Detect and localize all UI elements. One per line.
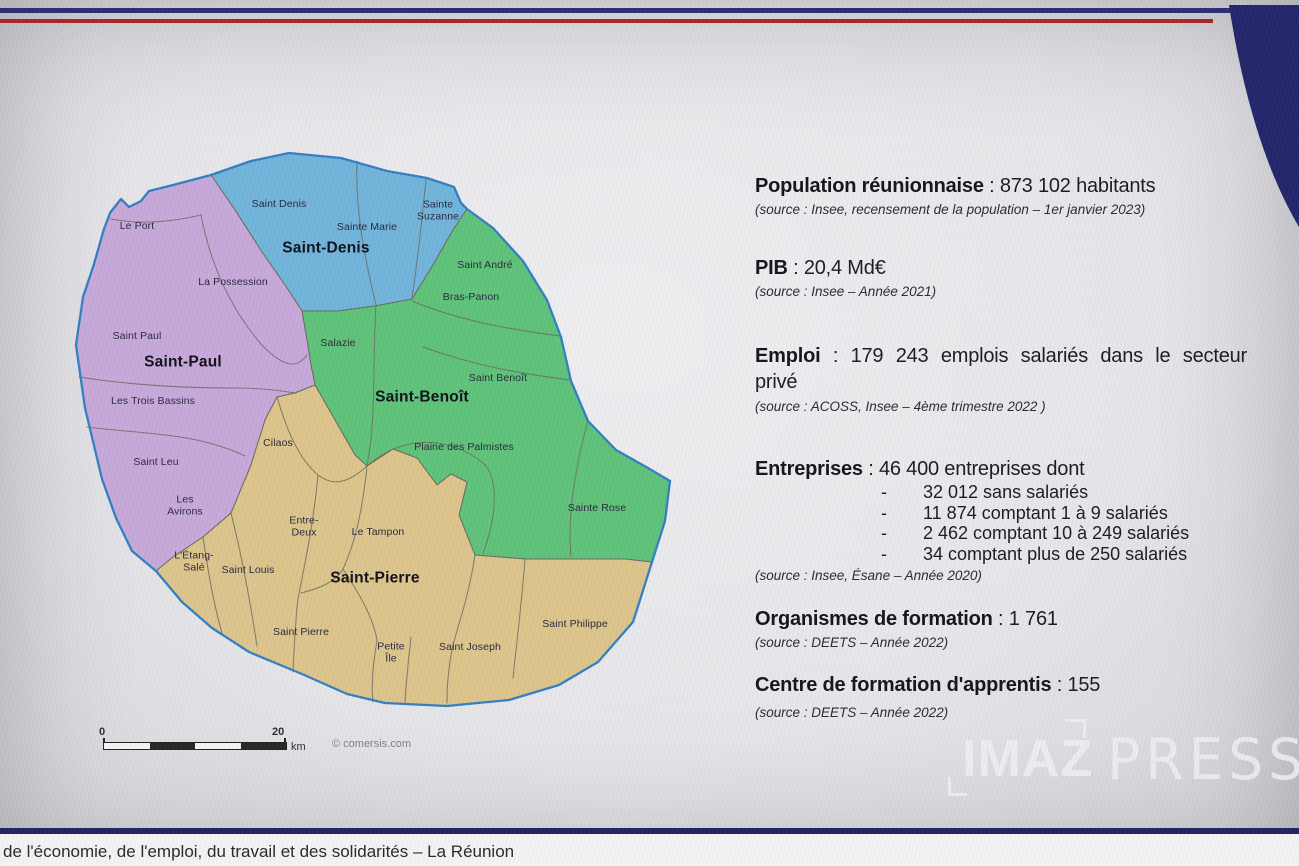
stat-pib-label: PIB <box>755 257 788 279</box>
stat-entreprises-item: -2 462 comptant 10 à 249 salariés <box>881 523 1190 543</box>
scalebar-seg <box>195 743 241 749</box>
stat-pib-heading: PIB : 20,4 Md€ <box>755 257 886 279</box>
stat-cfa: Centre de formation d'apprentis : 155 (s… <box>755 673 1260 720</box>
stat-organismes-source: (source : DEETS – Année 2022) <box>755 635 949 650</box>
stat-population: Population réunionnaise : 873 102 habita… <box>755 174 1260 217</box>
stat-organismes-heading: Organismes de formation : 1 761 <box>755 608 1058 630</box>
watermark-bracket-top-right <box>1065 719 1086 738</box>
map-label-sainte-suzanne: Sainte Suzanne <box>416 198 460 222</box>
stat-emploi-heading: Emploi : 179 243 emplois salariés dans l… <box>755 345 1247 393</box>
scalebar-unit: km <box>291 741 306 753</box>
stat-entreprises-heading: Entreprises : 46 400 entreprises dont <box>755 458 1085 480</box>
map-label-bras-panon: Bras-Panon <box>442 291 500 304</box>
map-label-le-tampon: Le Tampon <box>351 526 405 539</box>
footer-navy-rule <box>0 828 1299 834</box>
stat-pib-value: 20,4 Md€ <box>803 257 886 279</box>
footer-caption: de l'économie, de l'emploi, du travail e… <box>3 842 515 861</box>
commune-borders <box>78 160 589 704</box>
stat-organismes-value: 1 761 <box>1008 608 1058 630</box>
stat-population-label: Population réunionnaise <box>755 175 984 197</box>
stat-cfa-label: Centre de formation d'apprentis <box>755 674 1052 696</box>
stat-entreprises-value: 46 400 entreprises dont <box>878 458 1085 480</box>
scalebar <box>103 742 287 750</box>
map-label-arrondissement-saint-benoit: Saint-Benoît <box>375 388 469 406</box>
stat-entreprises-label: Entreprises <box>755 458 863 480</box>
map-label-entre-deux: Entre-Deux <box>289 514 319 538</box>
footer-strip <box>0 834 1299 866</box>
stat-pib-source: (source : Insee – Année 2021) <box>755 284 937 299</box>
map-label-saint-joseph: Saint Joseph <box>439 641 501 654</box>
stat-cfa-value: 155 <box>1067 674 1101 696</box>
map-label-saint-paul: Saint Paul <box>112 330 162 343</box>
stat-emploi-label: Emploi <box>755 345 821 367</box>
stat-emploi-source: (source : ACOSS, Insee – 4ème trimestre … <box>755 399 1046 414</box>
corner-swoosh-shape <box>1229 5 1299 227</box>
map-credit: © comersis.com <box>332 738 412 750</box>
stat-pib: PIB : 20,4 Md€ (source : Insee – Année 2… <box>755 256 1260 299</box>
map-label-arrondissement-saint-pierre: Saint-Pierre <box>330 569 420 587</box>
scalebar-seg <box>149 743 195 749</box>
stat-entreprises-item: -32 012 sans salariés <box>881 482 1089 502</box>
stat-entreprises: Entreprises : 46 400 entreprises dont -3… <box>755 457 1260 583</box>
map-label-les-avirons: Les Avirons <box>167 493 203 517</box>
map-label-arrondissement-saint-denis: Saint-Denis <box>282 239 370 257</box>
scalebar-seg <box>104 743 150 749</box>
stat-population-heading: Population réunionnaise : 873 102 habita… <box>755 175 1156 197</box>
stat-emploi: Emploi : 179 243 emplois salariés dans l… <box>755 343 1260 414</box>
island-coastline <box>74 151 672 708</box>
stat-population-value: 873 102 habitants <box>999 175 1156 197</box>
scalebar-seg <box>240 743 286 749</box>
map-label-saint-benoit: Saint Benoît <box>468 372 528 385</box>
watermark-bracket-bottom-left <box>948 777 967 796</box>
map-label-saint-louis: Saint Louis <box>221 564 275 577</box>
map-label-saint-denis: Saint Denis <box>251 198 307 211</box>
map-label-les-trois-bassins: Les Trois Bassins <box>111 395 195 408</box>
watermark-imaz: IMAZ <box>962 730 1094 788</box>
watermark-press: PRESS <box>1107 725 1299 793</box>
corner-swoosh <box>1229 5 1299 227</box>
stat-entreprises-item: -34 comptant plus de 250 salariés <box>881 543 1188 564</box>
scalebar-twenty: 20 <box>272 726 285 738</box>
stat-emploi-value: 179 243 emplois salariés dans le secteur… <box>755 345 1247 393</box>
stat-entreprises-items: -32 012 sans salariés -11 874 comptant 1… <box>755 482 1260 564</box>
map-label-plaine-des-palmistes: Plaine des Palmistes <box>414 441 514 454</box>
map-label-sainte-rose: Sainte Rose <box>567 502 627 515</box>
scalebar-zero: 0 <box>99 726 106 738</box>
map-label-saint-philippe: Saint Philippe <box>542 618 608 631</box>
map-label-sainte-marie: Sainte Marie <box>336 221 398 234</box>
stat-population-source: (source : Insee, recensement de la popul… <box>755 202 1146 217</box>
map-label-salazie: Salazie <box>320 337 356 350</box>
map-label-la-possession: La Possession <box>198 276 268 289</box>
map-label-cilaos: Cilaos <box>263 437 293 450</box>
map-label-le-port: Le Port <box>119 220 155 233</box>
top-blue-rule <box>0 8 1299 13</box>
map-label-saint-pierre-commune: Saint Pierre <box>272 626 330 639</box>
stat-cfa-source: (source : DEETS – Année 2022) <box>755 705 949 720</box>
stat-organismes: Organismes de formation : 1 761 (source … <box>755 607 1260 650</box>
reunion-map: Le Port La Possession Saint Denis Sainte… <box>55 125 695 745</box>
stat-entreprises-item: -11 874 comptant 1 à 9 salariés <box>881 502 1168 523</box>
map-label-saint-leu: Saint Leu <box>133 456 179 469</box>
top-red-rule <box>0 19 1213 23</box>
stat-cfa-heading: Centre de formation d'apprentis : 155 <box>755 674 1101 696</box>
map-label-etang-sale: L'Étang-Salé <box>174 549 214 573</box>
imaz-press-watermark: IMAZ PRESS <box>948 719 1299 796</box>
map-label-saint-andre: Saint André <box>457 259 513 272</box>
map-label-petite-ile: Petite Île <box>377 640 405 664</box>
stat-organismes-label: Organismes de formation <box>755 608 993 630</box>
stat-entreprises-source: (source : Insee, Ésane – Année 2020) <box>755 568 982 583</box>
map-label-arrondissement-saint-paul: Saint-Paul <box>144 353 222 371</box>
